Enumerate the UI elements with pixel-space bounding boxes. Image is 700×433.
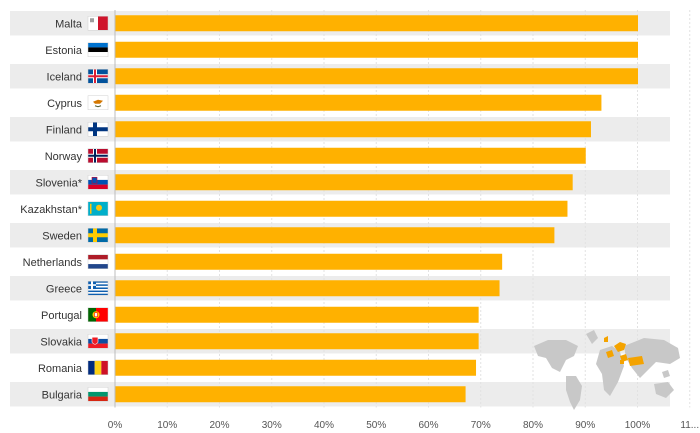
category-label: Slovenia*: [36, 177, 83, 189]
category-label: Romania: [38, 363, 83, 375]
category-label: Norway: [45, 151, 83, 163]
norway-flag-icon: [87, 148, 109, 163]
category-label: Netherlands: [23, 257, 83, 269]
category-label: Greece: [46, 283, 82, 295]
x-tick-label: 10%: [157, 420, 177, 431]
portugal-flag-icon: [87, 307, 109, 322]
category-label: Slovakia: [40, 336, 82, 348]
category-label: Estonia: [45, 45, 83, 57]
iceland-flag-icon: [87, 69, 109, 84]
slovenia-flag-icon: [87, 175, 109, 190]
bar: [115, 147, 586, 164]
bar: [115, 306, 479, 323]
grid-lines: [114, 10, 691, 408]
bar: [115, 68, 638, 85]
category-label: Iceland: [47, 71, 82, 83]
x-tick-label: 100%: [625, 420, 651, 431]
estonia-flag-icon: [87, 42, 109, 57]
bar: [115, 386, 466, 403]
world-map-icon: [534, 330, 680, 410]
bar: [115, 333, 479, 350]
x-tick-label: 0%: [108, 420, 123, 431]
category-label: Bulgaria: [42, 389, 83, 401]
bar: [115, 41, 638, 58]
bar: [115, 15, 638, 32]
category-label: Portugal: [41, 310, 82, 322]
category-labels: Malta Estonia Iceland Cyprus Finland Norway Sl…: [20, 18, 83, 401]
x-tick-labels: 0% 10% 20% 30% 40% 50% 60% 70% 80% 90% 100% 11...: [108, 420, 699, 431]
finland-flag-icon: [87, 122, 109, 137]
bar: [115, 174, 573, 191]
x-tick-label: 90%: [575, 420, 595, 431]
bar: [115, 359, 477, 376]
cyprus-flag-icon: [87, 95, 109, 110]
bulgaria-flag-icon: [87, 387, 109, 402]
bar: [115, 94, 602, 111]
sweden-flag-icon: [87, 228, 109, 243]
malta-flag-icon: [87, 16, 109, 31]
x-tick-label: 80%: [523, 420, 543, 431]
x-tick-label: 20%: [209, 420, 229, 431]
category-label: Kazakhstan*: [20, 204, 82, 216]
x-tick-label: 30%: [262, 420, 282, 431]
netherlands-flag-icon: [87, 254, 109, 269]
x-tick-label: 40%: [314, 420, 334, 431]
x-tick-label: 70%: [471, 420, 491, 431]
category-label: Sweden: [42, 230, 82, 242]
greece-flag-icon: [87, 281, 109, 296]
bars: [115, 15, 638, 403]
x-tick-label: 60%: [418, 420, 438, 431]
bar: [115, 253, 503, 270]
bar: [115, 200, 568, 217]
kazakhstan-flag-icon: [87, 201, 109, 216]
flag-icons: [87, 16, 109, 402]
bar: [115, 280, 500, 297]
bar: [115, 227, 555, 244]
bar: [115, 121, 591, 138]
romania-flag-icon: [87, 360, 109, 375]
slovakia-flag-icon: [87, 334, 109, 349]
category-label: Finland: [46, 124, 82, 136]
x-tick-label: 11...: [680, 420, 699, 431]
x-tick-label: 50%: [366, 420, 386, 431]
category-label: Malta: [55, 18, 83, 30]
category-label: Cyprus: [47, 98, 82, 110]
